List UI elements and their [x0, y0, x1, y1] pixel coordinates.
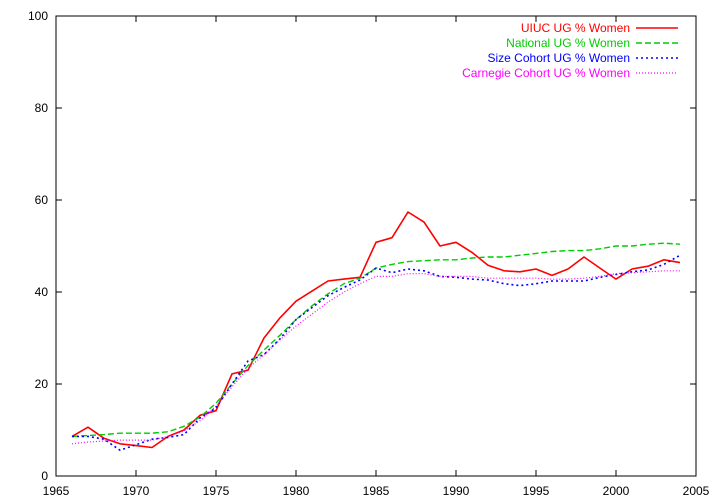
y-tick-label: 100: [28, 9, 48, 23]
legend-label-3: Size Cohort UG % Women: [488, 51, 631, 65]
x-tick-label: 1975: [203, 484, 230, 498]
series-line-4: [71, 270, 680, 445]
x-tick-label: 1965: [43, 484, 70, 498]
x-tick-label: 1995: [523, 484, 550, 498]
x-tick-label: 1970: [123, 484, 150, 498]
y-tick-label: 0: [41, 469, 48, 483]
plot-frame-group: [55, 15, 697, 477]
y-tick-label: 80: [35, 101, 49, 115]
y-tick-label: 60: [35, 193, 49, 207]
legend-label-2: National UG % Women: [506, 36, 630, 50]
plot-frame: [55, 15, 697, 477]
series-line-3: [72, 254, 681, 452]
legend-label-1: UIUC UG % Women: [521, 21, 630, 35]
x-tick-label: 2005: [683, 484, 710, 498]
x-tick-label: 1985: [363, 484, 390, 498]
x-tick-label: 2000: [603, 484, 630, 498]
legend-label-4: Carnegie Cohort UG % Women: [462, 66, 630, 80]
x-tick-label: 1990: [443, 484, 470, 498]
series-line-2: [71, 242, 681, 438]
series-line-1: [71, 211, 681, 449]
axis-ticks-group: 1965 1970 1975 1980 1985 1990 1995 2000 2005 0 20 4…: [28, 9, 710, 498]
y-tick-label: 40: [35, 285, 49, 299]
series-lines-group: [71, 211, 681, 452]
x-tick-label: 1980: [283, 484, 310, 498]
y-tick-label: 20: [35, 377, 49, 391]
